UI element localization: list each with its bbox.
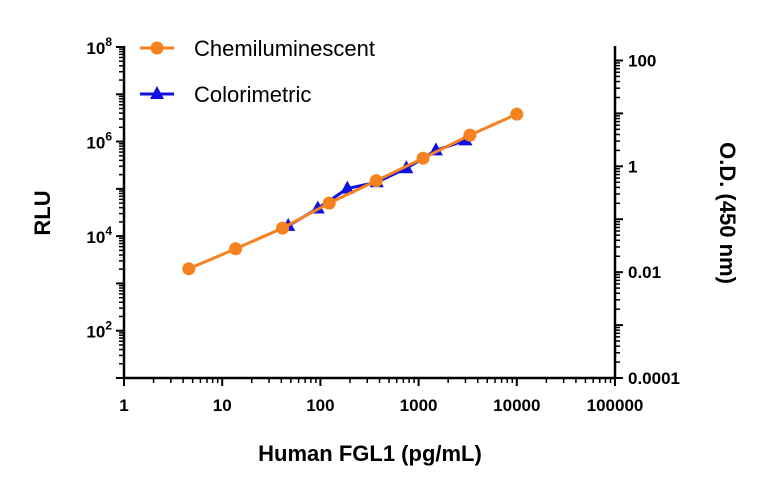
data-point-chemiluminescent [229,242,243,256]
x-tick-label: 1000 [400,396,438,415]
y-tick-label: 102 [86,319,112,342]
data-point-chemiluminescent [416,151,430,165]
y-axis-label: RLU [30,190,55,235]
y-tick-label: 108 [86,35,112,58]
legend-label-chemiluminescent: Chemiluminescent [194,36,375,61]
y2-tick-label: 100 [628,52,656,71]
x-tick-label: 100 [306,396,334,415]
y2-axis-label: O.D. (450 nm) [715,142,740,284]
x-tick-label: 100000 [587,396,644,415]
x-tick-label: 10000 [493,396,540,415]
x-tick-label: 10 [213,396,232,415]
y2-tick-label: 0.01 [628,263,661,282]
legend: Chemiluminescent Colorimetric [140,36,375,107]
axes: 1 10 100 1000 10000 100000 102 104 106 108 0.0001 0… [86,35,680,415]
legend-label-colorimetric: Colorimetric [194,82,311,107]
data-point-chemiluminescent [510,107,524,121]
data-point-chemiluminescent [322,196,336,210]
data-point-chemiluminescent [369,174,383,188]
legend-marker-chemiluminescent [150,41,164,55]
series-marks [182,107,524,276]
data-point-chemiluminescent [276,221,290,235]
y2-tick-label: 1 [628,157,637,176]
x-tick-label: 1 [119,396,128,415]
legend-marker-colorimetric [150,86,164,99]
y-tick-label: 106 [86,130,112,153]
data-point-colorimetric [340,180,355,194]
series-line-chemiluminescent [188,112,518,271]
data-point-chemiluminescent [182,262,196,276]
y2-tick-label: 0.0001 [628,369,680,388]
data-point-chemiluminescent [463,128,477,142]
y-tick-label: 104 [86,224,112,247]
x-axis-label: Human FGL1 (pg/mL) [258,441,482,466]
